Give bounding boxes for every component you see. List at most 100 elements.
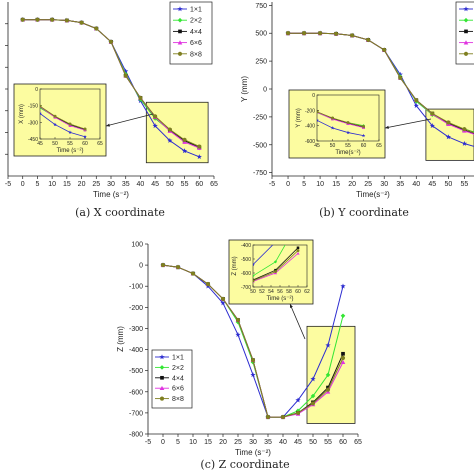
- b-inset-point-6x6: [238, 57, 241, 60]
- a-legend-marker-6x6: [177, 40, 183, 45]
- b-point-1x1: [429, 123, 435, 129]
- a-x-tick-label: 35: [122, 181, 130, 188]
- b-inset-point-1x1: [317, 118, 319, 122]
- c-inset-point-4x4: [139, 224, 142, 227]
- a-point-8x8: [167, 127, 172, 132]
- c-inset-point-2x2: [94, 200, 97, 203]
- c-legend-label-2x2: 2×2: [172, 365, 184, 372]
- c-inset-point-8x8: [72, 193, 75, 196]
- b-inset-point-1x1: [346, 130, 350, 135]
- c-inset-point-4x4: [184, 289, 187, 292]
- b-legend-marker-1x1: [463, 6, 469, 12]
- b-x-tick-label: 5: [302, 181, 306, 188]
- c-legend-label-1x1: 1×1: [172, 355, 184, 362]
- b-inset-point-4x4: [238, 57, 241, 60]
- b-x-tick-label: 0: [286, 181, 290, 188]
- c-zoom-region: [306, 325, 356, 424]
- a-inset-y-tick-label: -150: [28, 104, 38, 110]
- b-legend-marker-2x2: [463, 17, 469, 23]
- c-inset-point-1x1: [253, 262, 255, 267]
- a-point-8x8: [79, 20, 84, 25]
- b-x-tick-label: 50: [444, 181, 452, 188]
- b-inset-y-tick-label: -600: [305, 139, 315, 145]
- c-x-tick-label: 65: [354, 439, 362, 446]
- a-inset-x-tick-label: 65: [97, 141, 103, 147]
- b-inset-x-tick-label: 55: [345, 143, 351, 149]
- b-point-8x8: [398, 75, 403, 80]
- b-inset-point-1x1: [361, 133, 366, 138]
- c-x-tick-label: 35: [264, 439, 272, 446]
- c-y-axis-label: Z (mm): [116, 326, 125, 352]
- c-inset-point-1x1: [296, 201, 300, 204]
- chart-panel-b: -5 0 5 10 15 20 25 30 35 40 45 50 557505002500-250-5…: [222, 1, 474, 199]
- c-inset-y-label: Z (mm): [232, 256, 238, 275]
- b-inset-point-4x4: [285, 86, 288, 89]
- b-inset-point-2x2: [238, 57, 241, 60]
- c-point-6x6: [340, 359, 346, 365]
- c-inset-point-2x2: [273, 260, 278, 264]
- c-x-axis-label: Time (s⁻²): [235, 448, 271, 457]
- c-inset-x-tick-label: 50: [250, 289, 256, 295]
- c-point-4x4: [341, 351, 345, 356]
- b-point-8x8: [350, 33, 355, 38]
- a-inset-point-4x4: [9, 74, 12, 77]
- b-inset-point-4x4: [269, 67, 272, 70]
- c-legend-marker-6x6: [159, 385, 165, 391]
- b-inset-point-8x8: [317, 110, 319, 114]
- c-inset-point-6x6: [49, 189, 52, 192]
- a-inset-point-8x8: [83, 127, 87, 131]
- b-point-8x8: [430, 111, 435, 116]
- a-point-8x8: [20, 17, 25, 22]
- c-inset-x-tick-label: 54: [268, 289, 274, 295]
- a-legend-label-8x8: 8×8: [190, 51, 202, 58]
- a-x-tick-label: -5: [5, 181, 11, 188]
- c-point-1x1: [295, 397, 301, 403]
- a-point-8x8: [153, 114, 158, 119]
- a-point-1x1: [123, 68, 129, 74]
- chart-panel-a: -5 0 5 10 15 20 25 30 35 40 45 50 55 60 65 Time (s⁻²) 1×…: [5, 1, 218, 199]
- c-inset-point-8x8: [49, 189, 52, 192]
- a-inset-x-tick-label: 60: [82, 141, 88, 147]
- c-point-8x8: [280, 415, 286, 420]
- b-inset-y-label: Y (mm): [296, 108, 302, 128]
- c-y-tick-label: -400: [129, 347, 143, 354]
- b-inset-point-6x6: [222, 55, 225, 58]
- a-x-tick-label: 55: [181, 181, 189, 188]
- a-point-1x1: [196, 154, 202, 160]
- c-y-tick-label: -100: [129, 284, 143, 291]
- c-point-8x8: [190, 271, 196, 276]
- a-x-tick-label: 60: [195, 181, 203, 188]
- c-y-tick-label: 0: [139, 263, 143, 270]
- c-legend-marker-2x2: [159, 365, 165, 370]
- b-x-tick-label: 15: [332, 181, 340, 188]
- b-inset-point-1x1: [222, 55, 226, 58]
- b-point-8x8: [366, 37, 371, 42]
- c-y-tick-label: -600: [129, 389, 143, 396]
- c-x-tick-label: 60: [339, 439, 347, 446]
- c-point-2x2: [295, 408, 301, 414]
- a-inset-point-1x1: [53, 122, 57, 127]
- b-inset-point-8x8: [362, 124, 365, 128]
- c-inset-point-1x1: [94, 201, 98, 204]
- c-x-tick-label: 0: [161, 439, 165, 446]
- c-inset-point-2x2: [49, 189, 52, 192]
- b-legend-marker-8x8: [463, 51, 469, 56]
- c-point-1x1: [235, 332, 241, 338]
- c-point-8x8: [265, 415, 271, 420]
- c-x-tick-label: 30: [249, 439, 257, 446]
- b-y-tick-label: 0: [263, 87, 267, 94]
- b-point-8x8: [446, 120, 451, 125]
- c-inset-point-8x8: [296, 249, 300, 253]
- c-x-tick-label: 45: [294, 439, 302, 446]
- c-x-tick-label: 20: [219, 439, 227, 446]
- c-inset-point-4x4: [49, 189, 52, 192]
- a-point-1x1: [152, 123, 158, 129]
- c-x-tick-label: 25: [234, 439, 242, 446]
- c-point-4x4: [326, 385, 330, 390]
- a-point-8x8: [35, 17, 40, 22]
- c-legend-marker-8x8: [159, 396, 165, 401]
- a-inset-point-1x1: [8, 70, 12, 73]
- c-point-8x8: [220, 296, 226, 301]
- b-x-tick-label: 40: [412, 181, 420, 188]
- c-point-8x8: [250, 358, 256, 363]
